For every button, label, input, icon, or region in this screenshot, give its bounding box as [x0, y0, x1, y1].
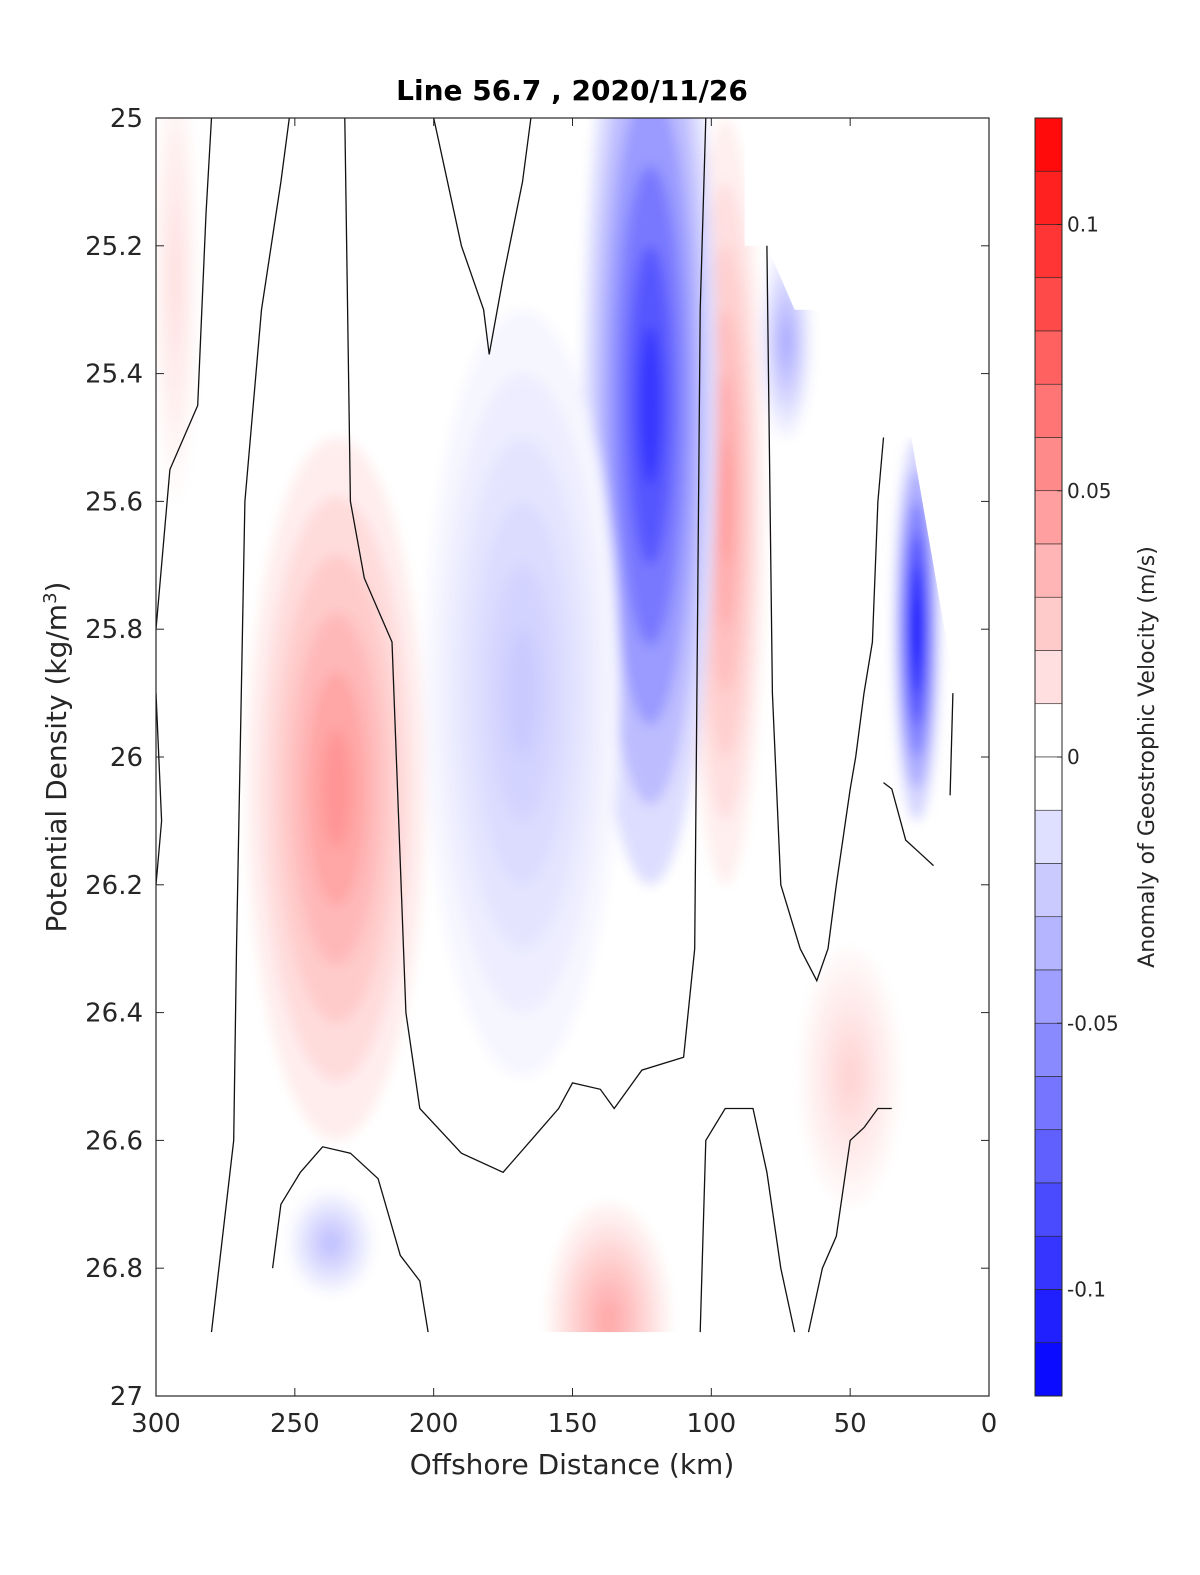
field-level-deep-blue-patch [323, 1234, 338, 1252]
y-tick-label: 25.6 [85, 487, 143, 517]
field-level-main-blue-core [639, 325, 662, 486]
colorbar-level [1034, 1022, 1063, 1077]
zero-contour-5 [433, 118, 532, 355]
x-tick-label: 0 [981, 1409, 998, 1439]
colorbar-level [1034, 809, 1063, 864]
zero-contour-7 [766, 245, 885, 983]
no-data-region [156, 118, 989, 1396]
zero-contour-1 [156, 693, 163, 885]
x-tick-label: 200 [409, 1409, 459, 1439]
colorbar-level [1034, 650, 1063, 705]
field-level-deep-red-patch [598, 1300, 619, 1339]
x-tick-label: 150 [548, 1409, 598, 1439]
zero-contour-6 [699, 1107, 796, 1333]
colorbar-level [1034, 756, 1063, 811]
y-axis-label-sup: 3 [40, 592, 61, 603]
colorbar-level [1034, 703, 1063, 758]
colorbar-level [1034, 117, 1063, 172]
field-level-shelf-blue [782, 325, 791, 358]
colorbar-tick-label: -0.1 [1067, 1278, 1106, 1302]
colorbar-level [1034, 863, 1063, 918]
colorbar-level [1034, 543, 1063, 598]
field-level-deep-red-diagonal [841, 1055, 859, 1098]
x-tick-label: 50 [834, 1409, 867, 1439]
y-axis-label: Potential Density (kg/m3) [40, 582, 74, 933]
y-axis-label-close: ) [40, 582, 73, 593]
zero-contours [156, 118, 954, 1333]
y-tick-label: 27 [110, 1382, 143, 1412]
zero-contour-9 [883, 782, 934, 867]
field-level-coastal-blue-jet [913, 597, 921, 662]
y-tick-label: 25.8 [85, 615, 143, 645]
colorbar-level [1034, 1342, 1063, 1397]
no-data-bottom [156, 1332, 989, 1396]
colorbar-level [1034, 224, 1063, 279]
zero-contour-2 [210, 118, 290, 1333]
zero-contour-8 [807, 1107, 892, 1333]
colorbar-level [1034, 916, 1063, 971]
colorbar-level [1034, 1182, 1063, 1237]
colorbar-tick-label: 0 [1067, 745, 1080, 769]
zero-contour-4 [344, 118, 707, 1174]
colorbar-level [1034, 490, 1063, 545]
zero-contour-10 [949, 693, 954, 796]
chart-title: Line 56.7 , 2020/11/26 [396, 74, 748, 107]
colorbar-level [1034, 969, 1063, 1024]
y-axis-label-main: Potential Density (kg/m [40, 604, 73, 933]
y-tick-label: 26.2 [85, 871, 143, 901]
x-axis: 300 250 200 150 100 50 0 [131, 118, 997, 1439]
colorbar-level [1034, 437, 1063, 492]
x-tick-label: 100 [687, 1409, 737, 1439]
y-tick-label: 25 [110, 104, 143, 134]
colorbar-level [1034, 1235, 1063, 1290]
y-tick-label: 26 [110, 743, 143, 773]
no-data-nearshore [744, 118, 989, 1396]
colorbar: 0.1 0.05 0 -0.05 -0.1 [1034, 117, 1119, 1397]
zero-contour-0 [156, 118, 213, 630]
field-level-upper-red-band [171, 240, 180, 316]
colorbar-level [1034, 330, 1063, 385]
field-level-offshore-blue-lobe [506, 629, 539, 757]
field-level-main-red-core [321, 730, 352, 848]
colorbar-tick-label: 0.1 [1067, 213, 1099, 237]
y-axis: 25 25.2 25.4 25.6 25.8 26 26.2 26.4 26.6 26.8 27 [85, 104, 989, 1412]
x-tick-label: 300 [131, 1409, 181, 1439]
colorbar-level [1034, 596, 1063, 651]
colorbar-level [1034, 1076, 1063, 1131]
y-tick-label: 25.4 [85, 360, 143, 390]
colorbar-level [1034, 170, 1063, 225]
colorbar-tick-label: -0.05 [1067, 1011, 1119, 1035]
y-tick-label: 26.4 [85, 999, 143, 1029]
field-level-nearshore-red-core [718, 437, 732, 566]
colorbar-level [1034, 277, 1063, 332]
colorbar-tick-label: 0.05 [1067, 479, 1112, 503]
colorbar-level [1034, 1289, 1063, 1344]
y-tick-label: 26.8 [85, 1254, 143, 1284]
colorbar-level [1034, 383, 1063, 438]
x-axis-label: Offshore Distance (km) [410, 1448, 735, 1481]
colorbar-label: Anomaly of Geostrophic Velocity (m/s) [1135, 546, 1160, 968]
y-tick-label: 25.2 [85, 232, 143, 262]
zero-contour-3 [271, 1146, 429, 1333]
x-tick-label: 250 [270, 1409, 320, 1439]
colorbar-level [1034, 1129, 1063, 1184]
y-tick-label: 26.6 [85, 1126, 143, 1156]
